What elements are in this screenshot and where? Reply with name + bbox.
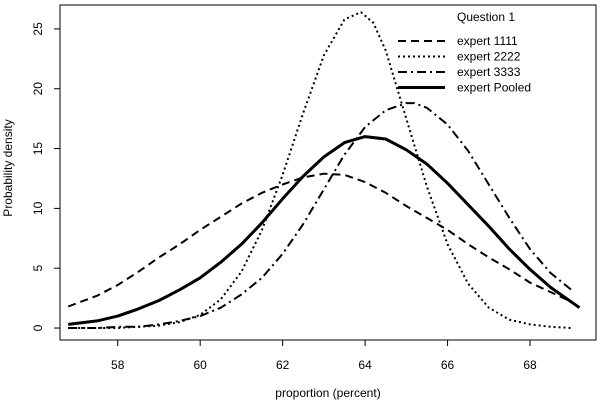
y-tick-label: 25 <box>31 22 45 36</box>
y-tick-label: 20 <box>31 82 45 96</box>
legend-label-2: expert 2222 <box>457 50 521 64</box>
x-tick-label: 68 <box>523 358 537 372</box>
series-line-4 <box>68 135 581 326</box>
x-tick-label: 60 <box>194 358 208 372</box>
y-tick-label: 15 <box>31 142 45 156</box>
y-axis-label: Probability density <box>1 119 15 216</box>
plot-frame <box>59 4 597 341</box>
series-layer <box>67 11 581 329</box>
legend-label-1: expert 1111 <box>457 34 518 48</box>
series-line-2 <box>68 11 572 329</box>
x-axis-label: proportion (percent) <box>275 386 380 400</box>
y-tick-label: 10 <box>31 201 45 215</box>
x-tick-label: 58 <box>111 358 125 372</box>
series-line-3 <box>68 102 572 329</box>
x-tick-label: 66 <box>441 358 455 372</box>
legend-label-3: expert 3333 <box>457 65 521 79</box>
axes: 58 60 62 64 66 68 0 5 10 15 20 25 <box>31 22 537 372</box>
series-line-1 <box>67 172 572 308</box>
x-tick-label: 64 <box>358 358 372 372</box>
legend-title: Question 1 <box>457 10 515 24</box>
y-tick-label: 0 <box>31 324 45 331</box>
y-tick-label: 5 <box>31 265 45 272</box>
legend-label-4: expert Pooled <box>457 81 531 95</box>
x-tick-label: 62 <box>276 358 290 372</box>
